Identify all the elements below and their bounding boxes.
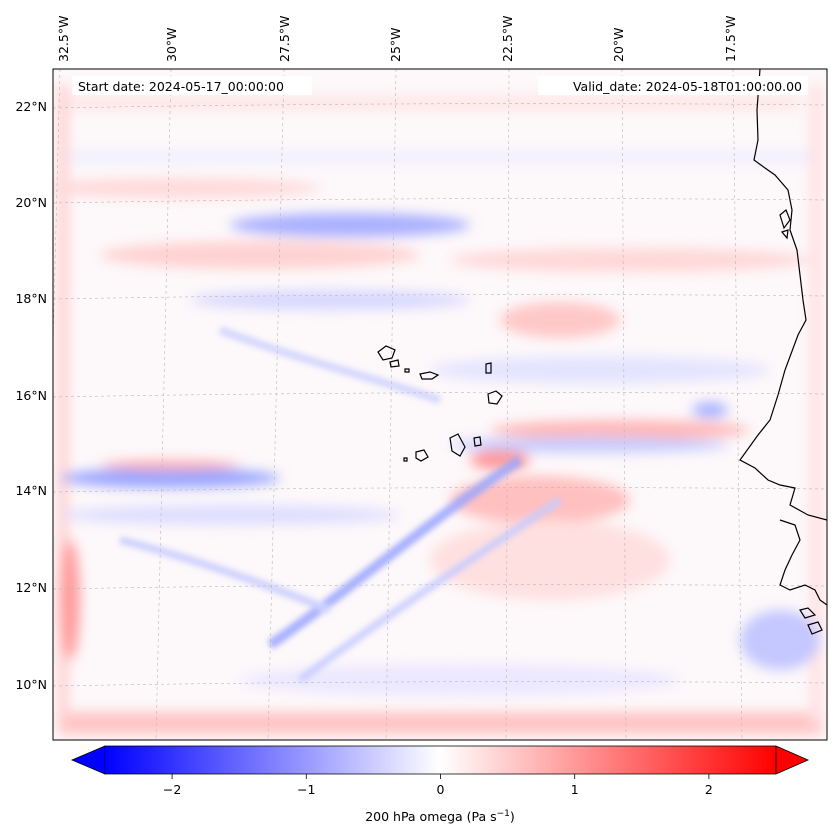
lon-label: 22.5°W [500,16,515,62]
lat-label: 12°N [15,580,47,595]
valid-date-text: Valid_date: 2024-05-18T01:00:00.00 [573,79,802,94]
lon-label: 32.5°W [56,16,71,62]
lat-label: 20°N [15,195,47,210]
lat-label: 10°N [15,677,47,692]
lon-label: 30°W [164,27,179,62]
lat-label: 22°N [15,99,47,114]
colorbar-tick-label: −2 [163,782,181,797]
colorbar-ticks: −2 −1 0 1 2 [163,774,713,797]
colorbar-tick-label: 1 [571,782,579,797]
colorbar-label: 200 hPa omega (Pa s−1) [365,809,515,824]
colorbar-tick-label: −1 [297,782,315,797]
latitude-labels: 22°N 20°N 18°N 16°N 14°N 12°N 10°N [15,99,47,692]
lon-label: 17.5°W [723,16,738,62]
lat-label: 16°N [15,388,47,403]
longitude-labels: 32.5°W 30°W 27.5°W 25°W 22.5°W 20°W 17.5… [56,16,738,62]
lon-label: 20°W [611,27,626,62]
colorbar-tick-label: 0 [437,782,445,797]
colorbar: −2 −1 0 1 2 200 hPa omega (Pa s−1) [70,745,809,824]
start-date-text: Start date: 2024-05-17_00:00:00 [78,79,284,94]
colorbar-tick-label: 2 [705,782,713,797]
lat-label: 18°N [15,291,47,306]
colorbar-label-suffix: ) [510,809,515,824]
colorbar-label-main: 200 hPa omega (Pa s [365,809,496,824]
map-frame [52,68,828,741]
cape-verde-islands [377,345,503,462]
map-panel: Start date: 2024-05-17_00:00:00 Valid_da… [15,16,828,741]
lon-label: 27.5°W [277,16,292,62]
start-date-box [72,76,312,95]
valid-date-box [538,76,808,95]
colorbar-body [105,746,776,774]
coastline [739,69,827,635]
colorbar-extend-min [70,745,106,775]
colorbar-label-exp: −1 [497,809,510,819]
graticule [53,69,827,740]
colorbar-extend-max [775,745,809,775]
omega-field [53,84,823,734]
lat-label: 14°N [15,483,47,498]
lon-label: 25°W [388,27,403,62]
